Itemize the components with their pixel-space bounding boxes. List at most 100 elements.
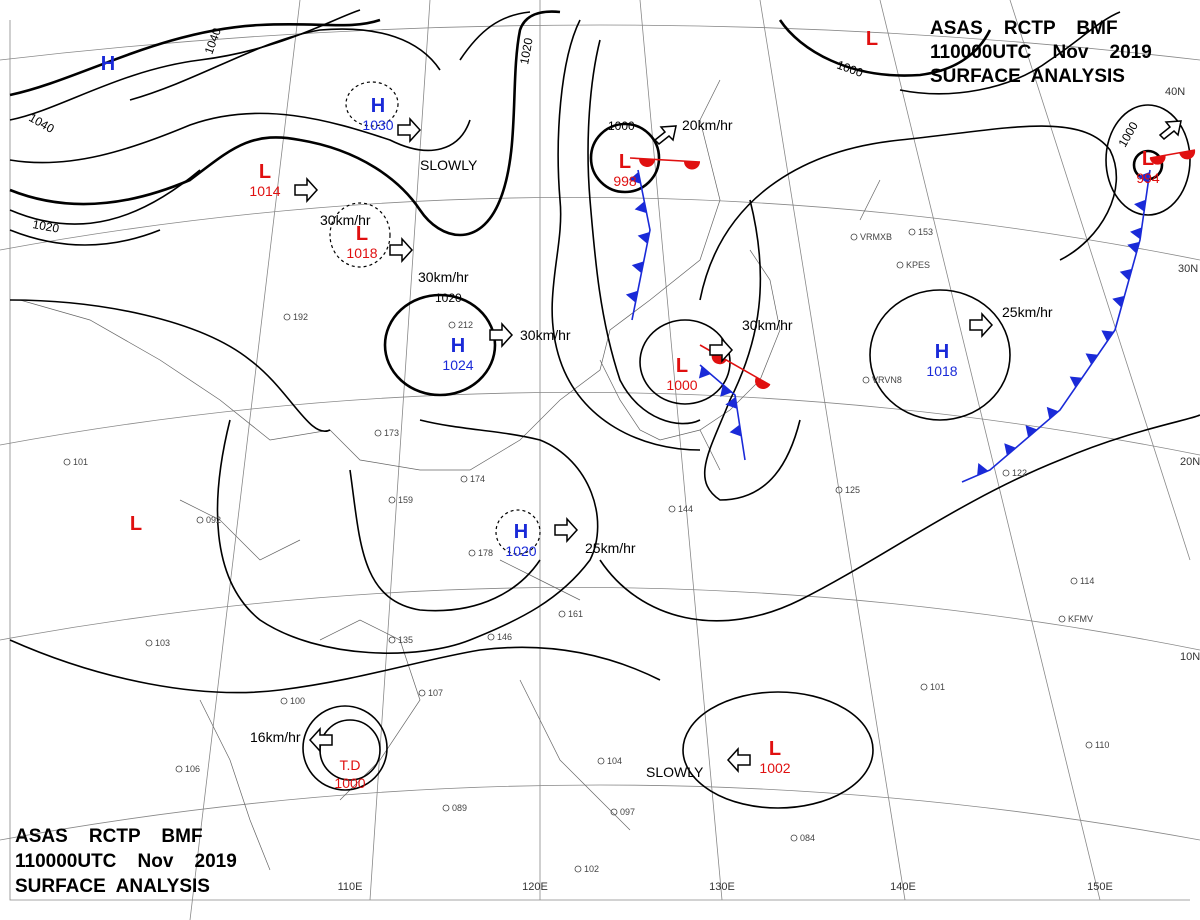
movement-label: 25km/hr (585, 540, 636, 556)
station-marker (196, 516, 204, 524)
cold-front-tooth (729, 424, 742, 437)
station-marker (487, 633, 495, 641)
cold-front-tooth (1069, 376, 1083, 388)
longitude-label: 150E (1087, 881, 1113, 893)
isobar-label: 1020 (435, 291, 462, 305)
cold-front-tooth (1046, 406, 1059, 420)
station-label: 146 (497, 632, 512, 642)
cold-front-tooth (720, 384, 732, 397)
movement-label: 20km/hr (682, 117, 733, 133)
labels: HH1030L1014L1018H1024L998L1000H1018L994L… (27, 26, 1200, 893)
cold-front-tooth (698, 366, 711, 379)
station-label: 089 (452, 803, 467, 813)
latitude-label: 20N (1180, 456, 1200, 468)
station-marker (668, 505, 676, 513)
system-symbol: L (356, 223, 368, 245)
station-marker (448, 321, 456, 329)
system-symbol: H (451, 335, 465, 357)
movement-label: 16km/hr (250, 729, 301, 745)
system-pressure: 1030 (362, 117, 393, 133)
station-marker (1058, 615, 1066, 623)
cold-front-tooth (1101, 330, 1114, 342)
station-marker (597, 757, 605, 765)
longitude-label: 120E (522, 881, 548, 893)
station-label: 106 (185, 764, 200, 774)
station-marker (920, 683, 928, 691)
station-marker (558, 610, 566, 618)
footer-line: SURFACE ANALYSIS (15, 876, 210, 897)
movement-label: 30km/hr (418, 269, 469, 285)
station-label: 144 (678, 504, 693, 514)
station-label: 161 (568, 609, 583, 619)
system-symbol: L (866, 28, 878, 50)
header-line: ASAS RCTP BMF (930, 18, 1118, 39)
cold-front-tooth (1119, 268, 1132, 281)
station-label: 100 (290, 696, 305, 706)
station-label: 122 (1012, 468, 1027, 478)
movement-label: 30km/hr (742, 317, 793, 333)
station-marker (1085, 741, 1093, 749)
cold-front-tooth (1112, 295, 1125, 308)
system-pressure: 1020 (505, 543, 536, 559)
cold-front-tooth (1134, 199, 1146, 212)
station-marker (850, 233, 858, 241)
station-marker (388, 636, 396, 644)
footer-line: 110000UTC Nov 2019 (15, 851, 237, 872)
system-symbol: H (514, 521, 528, 543)
station-marker (374, 429, 382, 437)
station-marker (388, 496, 396, 504)
station-label: 101 (73, 457, 88, 467)
station-label: 114 (1080, 576, 1094, 586)
front-line (699, 364, 746, 461)
station-marker (790, 834, 798, 842)
system-pressure: 1018 (346, 245, 377, 261)
cold-front-tooth (625, 290, 638, 303)
cold-front-tooth (1127, 241, 1140, 254)
station-marker (418, 689, 426, 697)
station-marker (280, 697, 288, 705)
system-symbol: L (619, 151, 631, 173)
station-marker (862, 376, 870, 384)
station-label: 212 (458, 320, 473, 330)
system-symbol: H (101, 53, 115, 75)
isobar-label: 1020 (517, 36, 535, 65)
cold-front-tooth (1025, 425, 1038, 438)
front-line (631, 169, 651, 321)
station-label: KPES (906, 260, 930, 270)
cold-front-tooth (628, 171, 641, 184)
latitude-label: 40N (1165, 86, 1185, 98)
station-label: 159 (398, 495, 413, 505)
latitude-label: 30N (1178, 263, 1198, 275)
system-pressure: 994 (1136, 170, 1160, 186)
system-pressure: 1024 (442, 357, 473, 373)
station-label: 174 (470, 474, 485, 484)
movement-label: 30km/hr (320, 212, 371, 228)
station-label: 192 (293, 312, 308, 322)
isobar-label: 1020 (31, 217, 60, 235)
cold-front-tooth (977, 463, 989, 476)
station-marker (468, 549, 476, 557)
station-label: VRVN8 (872, 375, 902, 385)
station-label: 092 (206, 515, 221, 525)
system-symbol: T.D (340, 757, 361, 773)
header-line: SURFACE ANALYSIS (930, 66, 1125, 87)
station-marker (574, 865, 582, 873)
isobars (9, 9, 1200, 809)
cold-front-tooth (725, 396, 738, 409)
system-pressure: 998 (613, 173, 637, 189)
station-marker (145, 639, 153, 647)
movement-label: 30km/hr (520, 327, 571, 343)
station-label: 084 (800, 833, 815, 843)
station-marker (442, 804, 450, 812)
system-symbol: L (1142, 148, 1154, 170)
warm-front-bump (755, 377, 770, 390)
station-label: 102 (584, 864, 599, 874)
footer-line: ASAS RCTP BMF (15, 826, 203, 847)
station-label: 107 (428, 688, 443, 698)
station-label: 135 (398, 635, 413, 645)
station-marker (1070, 577, 1078, 585)
station-label: 097 (620, 807, 635, 817)
warm-front-bump (684, 161, 700, 170)
